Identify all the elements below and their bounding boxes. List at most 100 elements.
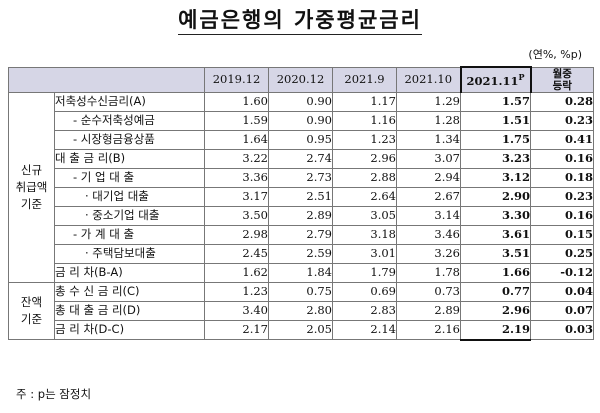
value-cell: 1.75 xyxy=(460,129,531,150)
footnote: 주 : p는 잠정치 xyxy=(16,387,92,401)
row-label: 대 출 금 리(B) xyxy=(54,148,205,169)
value-cell: 1.79 xyxy=(332,262,397,283)
value-cell: 2.59 xyxy=(268,243,333,264)
group-new-line: 신규 xyxy=(20,162,43,177)
col-header-2021-10: 2021.10 xyxy=(396,66,461,93)
col-header-2020-12: 2020.12 xyxy=(268,66,333,93)
table-row: - 시장형금융상품 1.64 0.95 1.23 1.34 1.75 0.41 xyxy=(9,129,594,150)
value-cell: 2.98 xyxy=(204,224,269,245)
change-cell: 0.03 xyxy=(530,319,594,340)
change-cell: 0.16 xyxy=(530,205,594,226)
row-label: - 순수저축성예금 xyxy=(54,110,205,131)
col-header-2021-11: 2021.11P xyxy=(459,66,532,93)
row-label: 금 리 차(D-C) xyxy=(54,319,205,340)
value-cell: 1.28 xyxy=(396,110,461,131)
value-cell: 3.01 xyxy=(332,243,397,264)
value-cell: 2.83 xyxy=(332,300,397,321)
group-bal-line: 기준 xyxy=(20,311,43,326)
table-row: · 주택담보대출 2.45 2.59 3.01 3.26 3.51 0.25 xyxy=(9,243,594,264)
value-cell: 2.14 xyxy=(332,319,397,340)
value-cell: 0.90 xyxy=(268,91,333,112)
group-new-line: 기준 xyxy=(20,196,43,211)
value-cell: 2.05 xyxy=(268,319,333,340)
table-row: 금 리 차(D-C) 2.17 2.05 2.14 2.16 2.19 0.03 xyxy=(9,319,594,341)
change-cell: 0.28 xyxy=(530,91,594,112)
value-cell: 3.17 xyxy=(204,186,269,207)
value-cell: 2.79 xyxy=(268,224,333,245)
value-cell: 2.67 xyxy=(396,186,461,207)
value-cell: 2.17 xyxy=(204,319,269,340)
unit-label: (연%, %p) xyxy=(528,48,582,61)
value-cell: 3.51 xyxy=(460,243,531,264)
value-cell: 2.89 xyxy=(268,205,333,226)
row-label: 총 대 출 금 리(D) xyxy=(54,300,205,321)
value-cell: 2.90 xyxy=(460,186,531,207)
value-cell: 0.75 xyxy=(268,281,333,302)
row-label: - 시장형금융상품 xyxy=(54,129,205,150)
value-cell: 1.66 xyxy=(460,262,531,283)
value-cell: 3.18 xyxy=(332,224,397,245)
change-cell: 0.41 xyxy=(530,129,594,150)
value-cell: 2.88 xyxy=(332,167,397,188)
value-cell: 2.64 xyxy=(332,186,397,207)
row-label: - 가 계 대 출 xyxy=(54,224,205,245)
value-cell: 0.90 xyxy=(268,110,333,131)
row-label: 금 리 차(B-A) xyxy=(54,262,205,283)
change-cell: 0.07 xyxy=(530,300,594,321)
value-cell: 1.29 xyxy=(396,91,461,112)
col-header-change: 월중 등락 xyxy=(530,66,594,93)
table-row: · 중소기업 대출 3.50 2.89 3.05 3.14 3.30 0.16 xyxy=(9,205,594,226)
value-cell: 3.46 xyxy=(396,224,461,245)
change-cell: 0.04 xyxy=(530,281,594,302)
value-cell: 1.59 xyxy=(204,110,269,131)
table-title: 예금은행의 가중평균금리 xyxy=(0,4,600,35)
row-label: · 대기업 대출 xyxy=(54,186,205,207)
value-cell: 2.73 xyxy=(268,167,333,188)
value-cell: 3.12 xyxy=(460,167,531,188)
value-cell: 0.95 xyxy=(268,129,333,150)
table-title-text: 예금은행의 가중평균금리 xyxy=(178,8,422,35)
value-cell: 1.16 xyxy=(332,110,397,131)
value-cell: 0.77 xyxy=(460,281,531,302)
col-header-2021-11-text: 2021.11 xyxy=(466,74,519,89)
value-cell: 2.16 xyxy=(396,319,461,340)
value-cell: 1.17 xyxy=(332,91,397,112)
value-cell: 3.05 xyxy=(332,205,397,226)
value-cell: 3.23 xyxy=(460,148,531,169)
value-cell: 1.51 xyxy=(460,110,531,131)
col-header-prelim-mark: P xyxy=(518,72,525,83)
change-cell: 0.18 xyxy=(530,167,594,188)
value-cell: 3.50 xyxy=(204,205,269,226)
value-cell: 3.07 xyxy=(396,148,461,169)
row-label: · 주택담보대출 xyxy=(54,243,205,264)
rate-table: 2019.12 2020.12 2021.9 2021.10 2021.11P … xyxy=(8,66,594,341)
value-cell: 2.45 xyxy=(204,243,269,264)
row-label: 저축성수신금리(A) xyxy=(54,91,205,112)
value-cell: 2.94 xyxy=(396,167,461,188)
row-label: · 중소기업 대출 xyxy=(54,205,205,226)
table-row: - 순수저축성예금 1.59 0.90 1.16 1.28 1.51 0.23 xyxy=(9,110,594,131)
table-row: - 가 계 대 출 2.98 2.79 3.18 3.46 3.61 0.15 xyxy=(9,224,594,245)
change-line2: 등락 xyxy=(552,79,572,92)
header-blank xyxy=(8,66,205,93)
value-cell: 3.22 xyxy=(204,148,269,169)
value-cell: 2.96 xyxy=(332,148,397,169)
value-cell: 0.73 xyxy=(396,281,461,302)
row-label: - 기 업 대 출 xyxy=(54,167,205,188)
change-cell: 0.15 xyxy=(530,224,594,245)
group-new-line: 취급액 xyxy=(15,179,48,194)
value-cell: 1.60 xyxy=(204,91,269,112)
change-cell: 0.23 xyxy=(530,186,594,207)
value-cell: 1.34 xyxy=(396,129,461,150)
change-cell: 0.25 xyxy=(530,243,594,264)
value-cell: 1.64 xyxy=(204,129,269,150)
value-cell: 1.23 xyxy=(332,129,397,150)
col-header-2021-9: 2021.9 xyxy=(332,66,397,93)
table-row: 잔액 기준 총 수 신 금 리(C) 1.23 0.75 0.69 0.73 0.77 0.04 xyxy=(8,281,594,340)
row-label: 총 수 신 금 리(C) xyxy=(54,281,205,302)
value-cell: 2.19 xyxy=(460,319,531,341)
value-cell: 3.30 xyxy=(460,205,531,226)
value-cell: 3.36 xyxy=(204,167,269,188)
value-cell: 0.69 xyxy=(332,281,397,302)
